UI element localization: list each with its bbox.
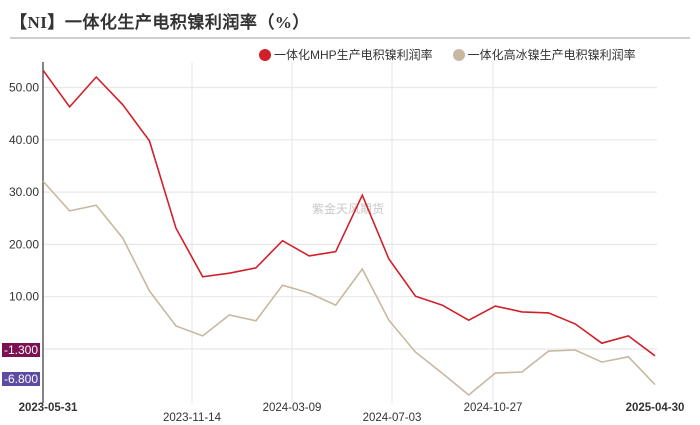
legend-marker-tan-icon — [452, 48, 465, 61]
series-lines — [42, 69, 656, 397]
last-value-badge-high-matte: -6.800 — [2, 372, 41, 386]
x-tick-label: 2025-04-30 — [626, 402, 685, 414]
x-tick-label: 2023-11-14 — [163, 412, 222, 424]
legend-label: 一体化MHP生产电积镍利润率 — [274, 48, 433, 62]
legend-item-mhp[interactable]: 一体化MHP生产电积镍利润率 — [259, 46, 433, 63]
legend-label: 一体化高冰镍生产电积镍利润率 — [467, 48, 636, 62]
last-value-badge-mhp: -1.300 — [2, 343, 41, 357]
y-tick-label: 40.00 — [9, 133, 39, 147]
chart-title: 【NI】一体化生产电积镍利润率（%） — [10, 13, 310, 32]
title-divider — [10, 37, 690, 39]
y-axis-ticks: 50.00 40.00 30.00 20.00 10.00 — [9, 81, 39, 304]
legend-item-high-matte[interactable]: 一体化高冰镍生产电积镍利润率 — [452, 46, 636, 63]
x-tick-label: 2023-05-31 — [19, 402, 78, 414]
y-tick-label: 30.00 — [9, 185, 39, 199]
y-tick-label: 10.00 — [9, 290, 39, 304]
y-tick-label: 20.00 — [9, 237, 39, 251]
legend-marker-red-icon — [259, 48, 271, 61]
x-tick-label: 2024-07-03 — [363, 412, 422, 424]
x-tick-label: 2024-03-09 — [263, 402, 322, 414]
y-tick-label: 50.00 — [9, 81, 39, 95]
series-line-mhp[interactable] — [42, 69, 656, 357]
watermark: 紫金天风期货 — [312, 201, 384, 216]
x-axis-labels: 2023-05-31 2023-11-14 2024-03-09 2024-07-03… — [19, 402, 685, 424]
gridlines — [43, 62, 657, 403]
series-line-high-matte[interactable] — [42, 180, 656, 397]
chart-legend: 一体化MHP生产电积镍利润率 一体化高冰镍生产电积镍利润率 — [259, 46, 656, 63]
x-tick-label: 2024-10-27 — [464, 402, 523, 414]
